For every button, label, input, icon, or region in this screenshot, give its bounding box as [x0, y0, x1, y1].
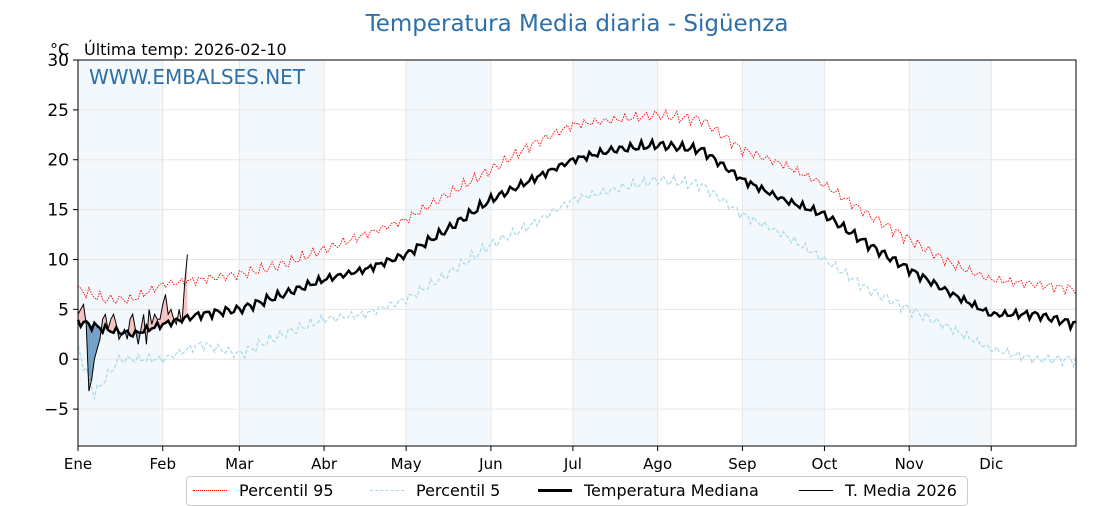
- last-temp-label: Última temp: 2026-02-10: [84, 40, 287, 59]
- legend-label-2026: T. Media 2026: [845, 481, 957, 500]
- anomaly-cold: [124, 329, 128, 340]
- month-band: [742, 60, 825, 446]
- anomaly-warm: [78, 309, 81, 323]
- x-axis-ticks: Ene Feb Mar Abr May Jun Jul Ago Sep Oct Nov Dic: [64, 446, 1003, 473]
- legend-item-median: Temperatura Mediana: [538, 481, 759, 500]
- plot-frame: [77, 59, 1077, 447]
- legend-item-p5: Percentil 5: [370, 481, 500, 500]
- x-tick-label: Ago: [643, 455, 672, 473]
- x-tick-label: Jul: [563, 455, 582, 473]
- x-tick-label: Mar: [225, 455, 254, 473]
- legend: Percentil 95 Percentil 5 Temperatura Med…: [186, 476, 968, 506]
- anomaly-warm: [184, 254, 188, 319]
- series-lines: [76, 108, 1077, 400]
- month-band: [572, 60, 658, 446]
- anomaly-cold: [91, 325, 95, 380]
- month-bands: [78, 60, 992, 446]
- watermark: WWW.EMBALSES.NET: [89, 65, 306, 89]
- month-band: [909, 60, 992, 446]
- series-line-3: [77, 254, 188, 392]
- legend-swatch-median: [538, 489, 572, 492]
- x-tick-label: Sep: [728, 455, 756, 473]
- legend-swatch-p5: [370, 490, 404, 491]
- x-tick-label: May: [391, 455, 422, 473]
- x-tick-label: Nov: [895, 455, 924, 473]
- y-tick-label: 5: [58, 300, 69, 320]
- month-band: [78, 60, 163, 446]
- y-tick-label: 20: [47, 151, 69, 171]
- month-band: [239, 60, 325, 446]
- series-line-2: [76, 136, 1077, 339]
- x-tick-label: Oct: [811, 455, 837, 473]
- series-line-0: [77, 108, 1077, 305]
- legend-label-p5: Percentil 5: [416, 481, 501, 500]
- y-tick-label: 25: [47, 101, 69, 121]
- y-axis-ticks: 30 25 20 15 10 5 0 −5: [44, 51, 78, 420]
- y-tick-label: 0: [58, 350, 69, 370]
- legend-item-p95: Percentil 95: [193, 481, 334, 500]
- legend-swatch-p95: [193, 490, 227, 491]
- chart-title: Temperatura Media diaria - Sigüenza: [365, 11, 789, 37]
- y-tick-label: 30: [47, 51, 69, 71]
- unit-label: °C: [50, 40, 69, 59]
- legend-label-median: Temperatura Mediana: [584, 481, 759, 500]
- y-tick-label: −5: [44, 400, 69, 420]
- month-band: [406, 60, 491, 446]
- series-line-1: [77, 173, 1077, 400]
- legend-label-p95: Percentil 95: [239, 481, 334, 500]
- x-tick-label: Ene: [64, 455, 92, 473]
- anomaly-cold: [97, 326, 100, 350]
- anomaly-cold: [88, 324, 92, 392]
- x-tick-label: Jun: [478, 455, 502, 473]
- legend-item-2026: T. Media 2026: [799, 481, 957, 500]
- anomaly-warm: [129, 314, 133, 335]
- y-tick-label: 15: [47, 201, 69, 221]
- legend-swatch-2026: [799, 490, 833, 491]
- x-tick-label: Dic: [979, 455, 1003, 473]
- x-tick-label: Abr: [311, 455, 338, 473]
- y-tick-label: 10: [47, 250, 69, 270]
- x-tick-label: Feb: [149, 455, 176, 473]
